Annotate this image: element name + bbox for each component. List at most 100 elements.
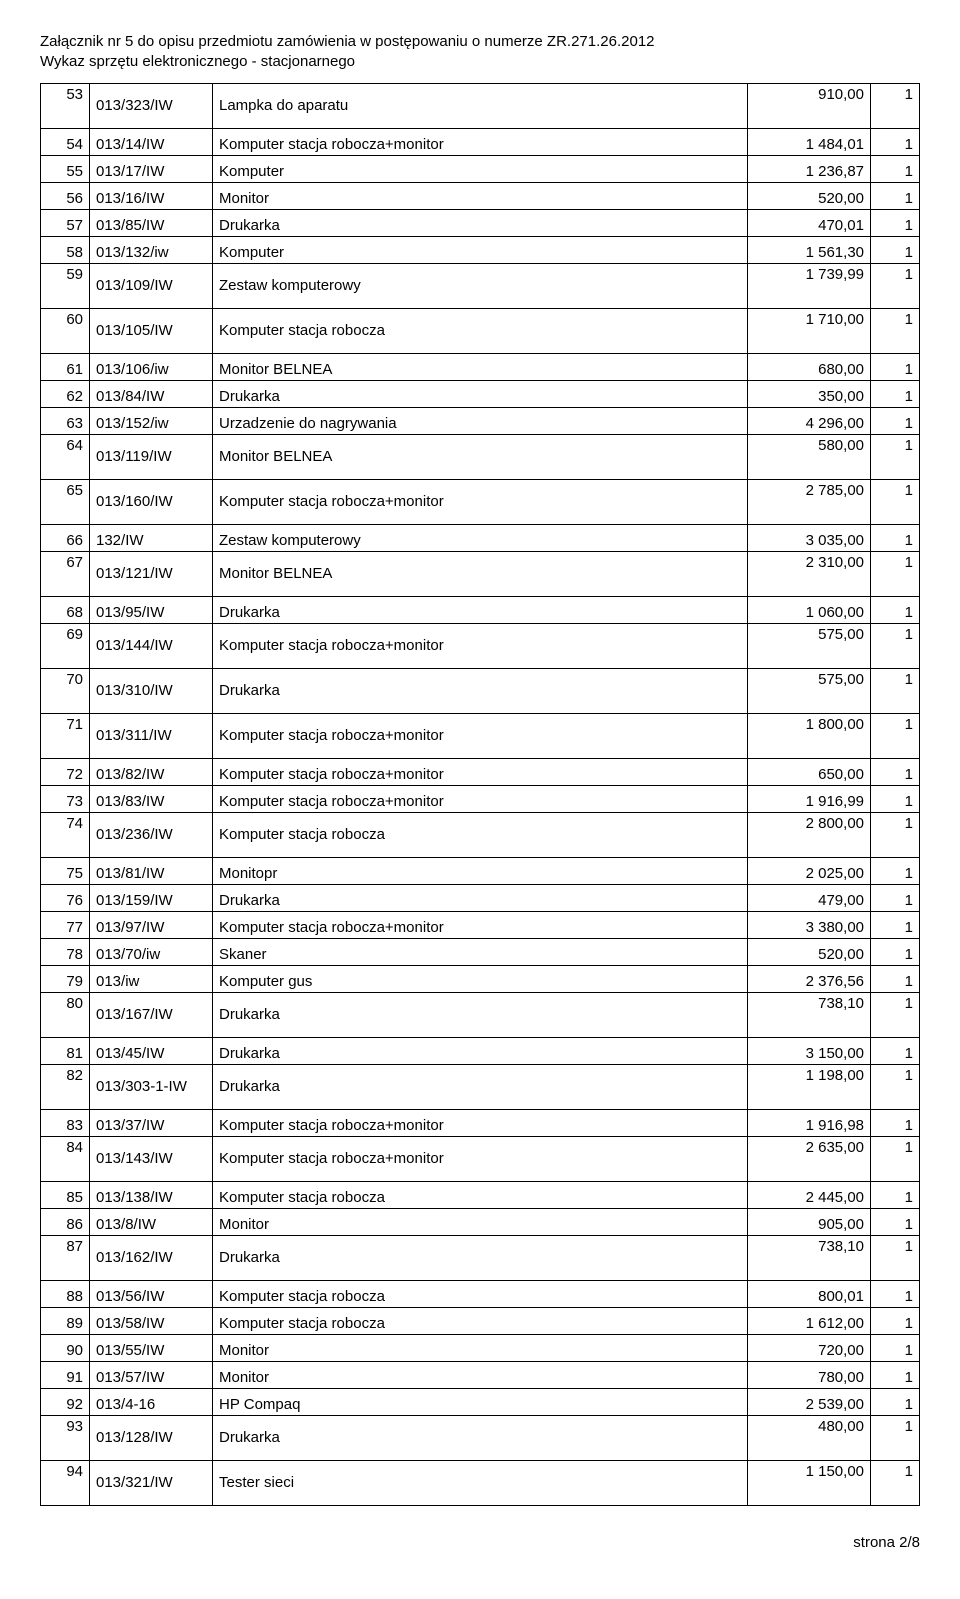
cell-name: Monitor xyxy=(213,182,748,209)
cell-lp: 66 xyxy=(41,524,90,551)
cell-value: 720,00 xyxy=(748,1334,871,1361)
table-row: 55013/17/IWKomputer1 236,871 xyxy=(41,155,920,182)
cell-code: 013/70/iw xyxy=(90,938,213,965)
cell-qty: 1 xyxy=(871,479,920,524)
cell-qty: 1 xyxy=(871,1235,920,1280)
cell-value: 650,00 xyxy=(748,758,871,785)
cell-lp: 58 xyxy=(41,236,90,263)
cell-qty: 1 xyxy=(871,1208,920,1235)
cell-name: Komputer stacja robocza+monitor xyxy=(213,479,748,524)
cell-name: Monitor BELNEA xyxy=(213,434,748,479)
cell-lp: 55 xyxy=(41,155,90,182)
cell-lp: 72 xyxy=(41,758,90,785)
cell-name: Drukarka xyxy=(213,1064,748,1109)
table-row: 93013/128/IWDrukarka480,001 xyxy=(41,1415,920,1460)
cell-lp: 70 xyxy=(41,668,90,713)
table-row: 90013/55/IWMonitor720,001 xyxy=(41,1334,920,1361)
table-row: 76013/159/IWDrukarka479,001 xyxy=(41,884,920,911)
cell-code: 013/45/IW xyxy=(90,1037,213,1064)
table-row: 75013/81/IWMonitopr2 025,001 xyxy=(41,857,920,884)
cell-code: 013/303-1-IW xyxy=(90,1064,213,1109)
table-row: 72013/82/IWKomputer stacja robocza+monit… xyxy=(41,758,920,785)
cell-qty: 1 xyxy=(871,884,920,911)
cell-value: 479,00 xyxy=(748,884,871,911)
cell-value: 905,00 xyxy=(748,1208,871,1235)
cell-code: 013/109/IW xyxy=(90,263,213,308)
cell-qty: 1 xyxy=(871,155,920,182)
cell-value: 470,01 xyxy=(748,209,871,236)
cell-lp: 73 xyxy=(41,785,90,812)
cell-lp: 93 xyxy=(41,1415,90,1460)
cell-qty: 1 xyxy=(871,236,920,263)
table-row: 73013/83/IWKomputer stacja robocza+monit… xyxy=(41,785,920,812)
cell-code: 132/IW xyxy=(90,524,213,551)
cell-name: Komputer gus xyxy=(213,965,748,992)
cell-qty: 1 xyxy=(871,1064,920,1109)
cell-qty: 1 xyxy=(871,380,920,407)
cell-name: Komputer stacja robocza+monitor xyxy=(213,785,748,812)
cell-code: 013/323/IW xyxy=(90,83,213,128)
cell-name: Komputer stacja robocza+monitor xyxy=(213,758,748,785)
cell-value: 3 035,00 xyxy=(748,524,871,551)
cell-lp: 69 xyxy=(41,623,90,668)
cell-code: 013/81/IW xyxy=(90,857,213,884)
cell-qty: 1 xyxy=(871,1136,920,1181)
cell-name: Zestaw komputerowy xyxy=(213,263,748,308)
cell-lp: 53 xyxy=(41,83,90,128)
cell-lp: 79 xyxy=(41,965,90,992)
cell-name: Komputer stacja robocza xyxy=(213,812,748,857)
cell-qty: 1 xyxy=(871,668,920,713)
cell-lp: 63 xyxy=(41,407,90,434)
cell-code: 013/58/IW xyxy=(90,1307,213,1334)
cell-qty: 1 xyxy=(871,551,920,596)
cell-qty: 1 xyxy=(871,713,920,758)
cell-qty: 1 xyxy=(871,1388,920,1415)
cell-value: 1 198,00 xyxy=(748,1064,871,1109)
table-row: 88013/56/IWKomputer stacja robocza800,01… xyxy=(41,1280,920,1307)
cell-name: Monitor BELNEA xyxy=(213,551,748,596)
cell-qty: 1 xyxy=(871,812,920,857)
table-row: 74013/236/IWKomputer stacja robocza2 800… xyxy=(41,812,920,857)
cell-code: 013/138/IW xyxy=(90,1181,213,1208)
cell-value: 1 710,00 xyxy=(748,308,871,353)
table-row: 57013/85/IWDrukarka470,011 xyxy=(41,209,920,236)
cell-value: 2 445,00 xyxy=(748,1181,871,1208)
table-row: 77013/97/IWKomputer stacja robocza+monit… xyxy=(41,911,920,938)
cell-name: Monitor BELNEA xyxy=(213,353,748,380)
table-row: 91013/57/IWMonitor780,001 xyxy=(41,1361,920,1388)
cell-lp: 75 xyxy=(41,857,90,884)
cell-lp: 78 xyxy=(41,938,90,965)
table-row: 64013/119/IWMonitor BELNEA580,001 xyxy=(41,434,920,479)
cell-lp: 83 xyxy=(41,1109,90,1136)
cell-qty: 1 xyxy=(871,353,920,380)
cell-qty: 1 xyxy=(871,1181,920,1208)
cell-qty: 1 xyxy=(871,1361,920,1388)
cell-lp: 89 xyxy=(41,1307,90,1334)
cell-value: 575,00 xyxy=(748,623,871,668)
cell-lp: 54 xyxy=(41,128,90,155)
cell-name: Drukarka xyxy=(213,209,748,236)
cell-code: 013/310/IW xyxy=(90,668,213,713)
cell-qty: 1 xyxy=(871,785,920,812)
cell-value: 4 296,00 xyxy=(748,407,871,434)
cell-code: 013/159/IW xyxy=(90,884,213,911)
cell-qty: 1 xyxy=(871,965,920,992)
cell-qty: 1 xyxy=(871,1280,920,1307)
cell-lp: 74 xyxy=(41,812,90,857)
table-row: 89013/58/IWKomputer stacja robocza1 612,… xyxy=(41,1307,920,1334)
table-row: 92013/4-16HP Compaq2 539,001 xyxy=(41,1388,920,1415)
equipment-table: 53013/323/IWLampka do aparatu910,0015401… xyxy=(40,83,920,1506)
cell-value: 1 150,00 xyxy=(748,1460,871,1505)
table-row: 78013/70/iwSkaner520,001 xyxy=(41,938,920,965)
cell-value: 1 561,30 xyxy=(748,236,871,263)
cell-lp: 90 xyxy=(41,1334,90,1361)
cell-qty: 1 xyxy=(871,182,920,209)
cell-name: Komputer stacja robocza+monitor xyxy=(213,1136,748,1181)
cell-name: Lampka do aparatu xyxy=(213,83,748,128)
cell-code: 013/144/IW xyxy=(90,623,213,668)
cell-qty: 1 xyxy=(871,1037,920,1064)
cell-value: 2 800,00 xyxy=(748,812,871,857)
cell-code: 013/97/IW xyxy=(90,911,213,938)
cell-lp: 71 xyxy=(41,713,90,758)
cell-qty: 1 xyxy=(871,1109,920,1136)
